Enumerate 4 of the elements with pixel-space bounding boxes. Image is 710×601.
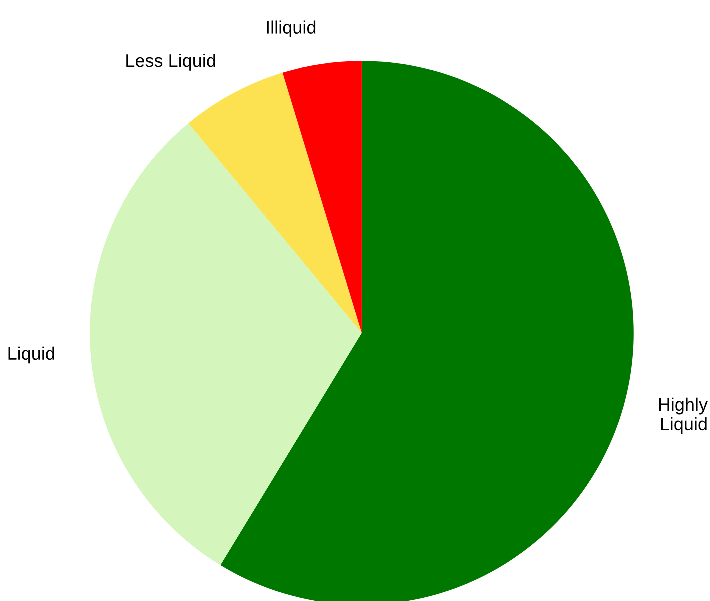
slice-label: Highly Liquid: [659, 398, 708, 434]
slice-label: Liquid: [8, 346, 54, 364]
slice-label: Illiquid: [267, 20, 316, 38]
slice-label: Less Liquid: [126, 54, 216, 71]
